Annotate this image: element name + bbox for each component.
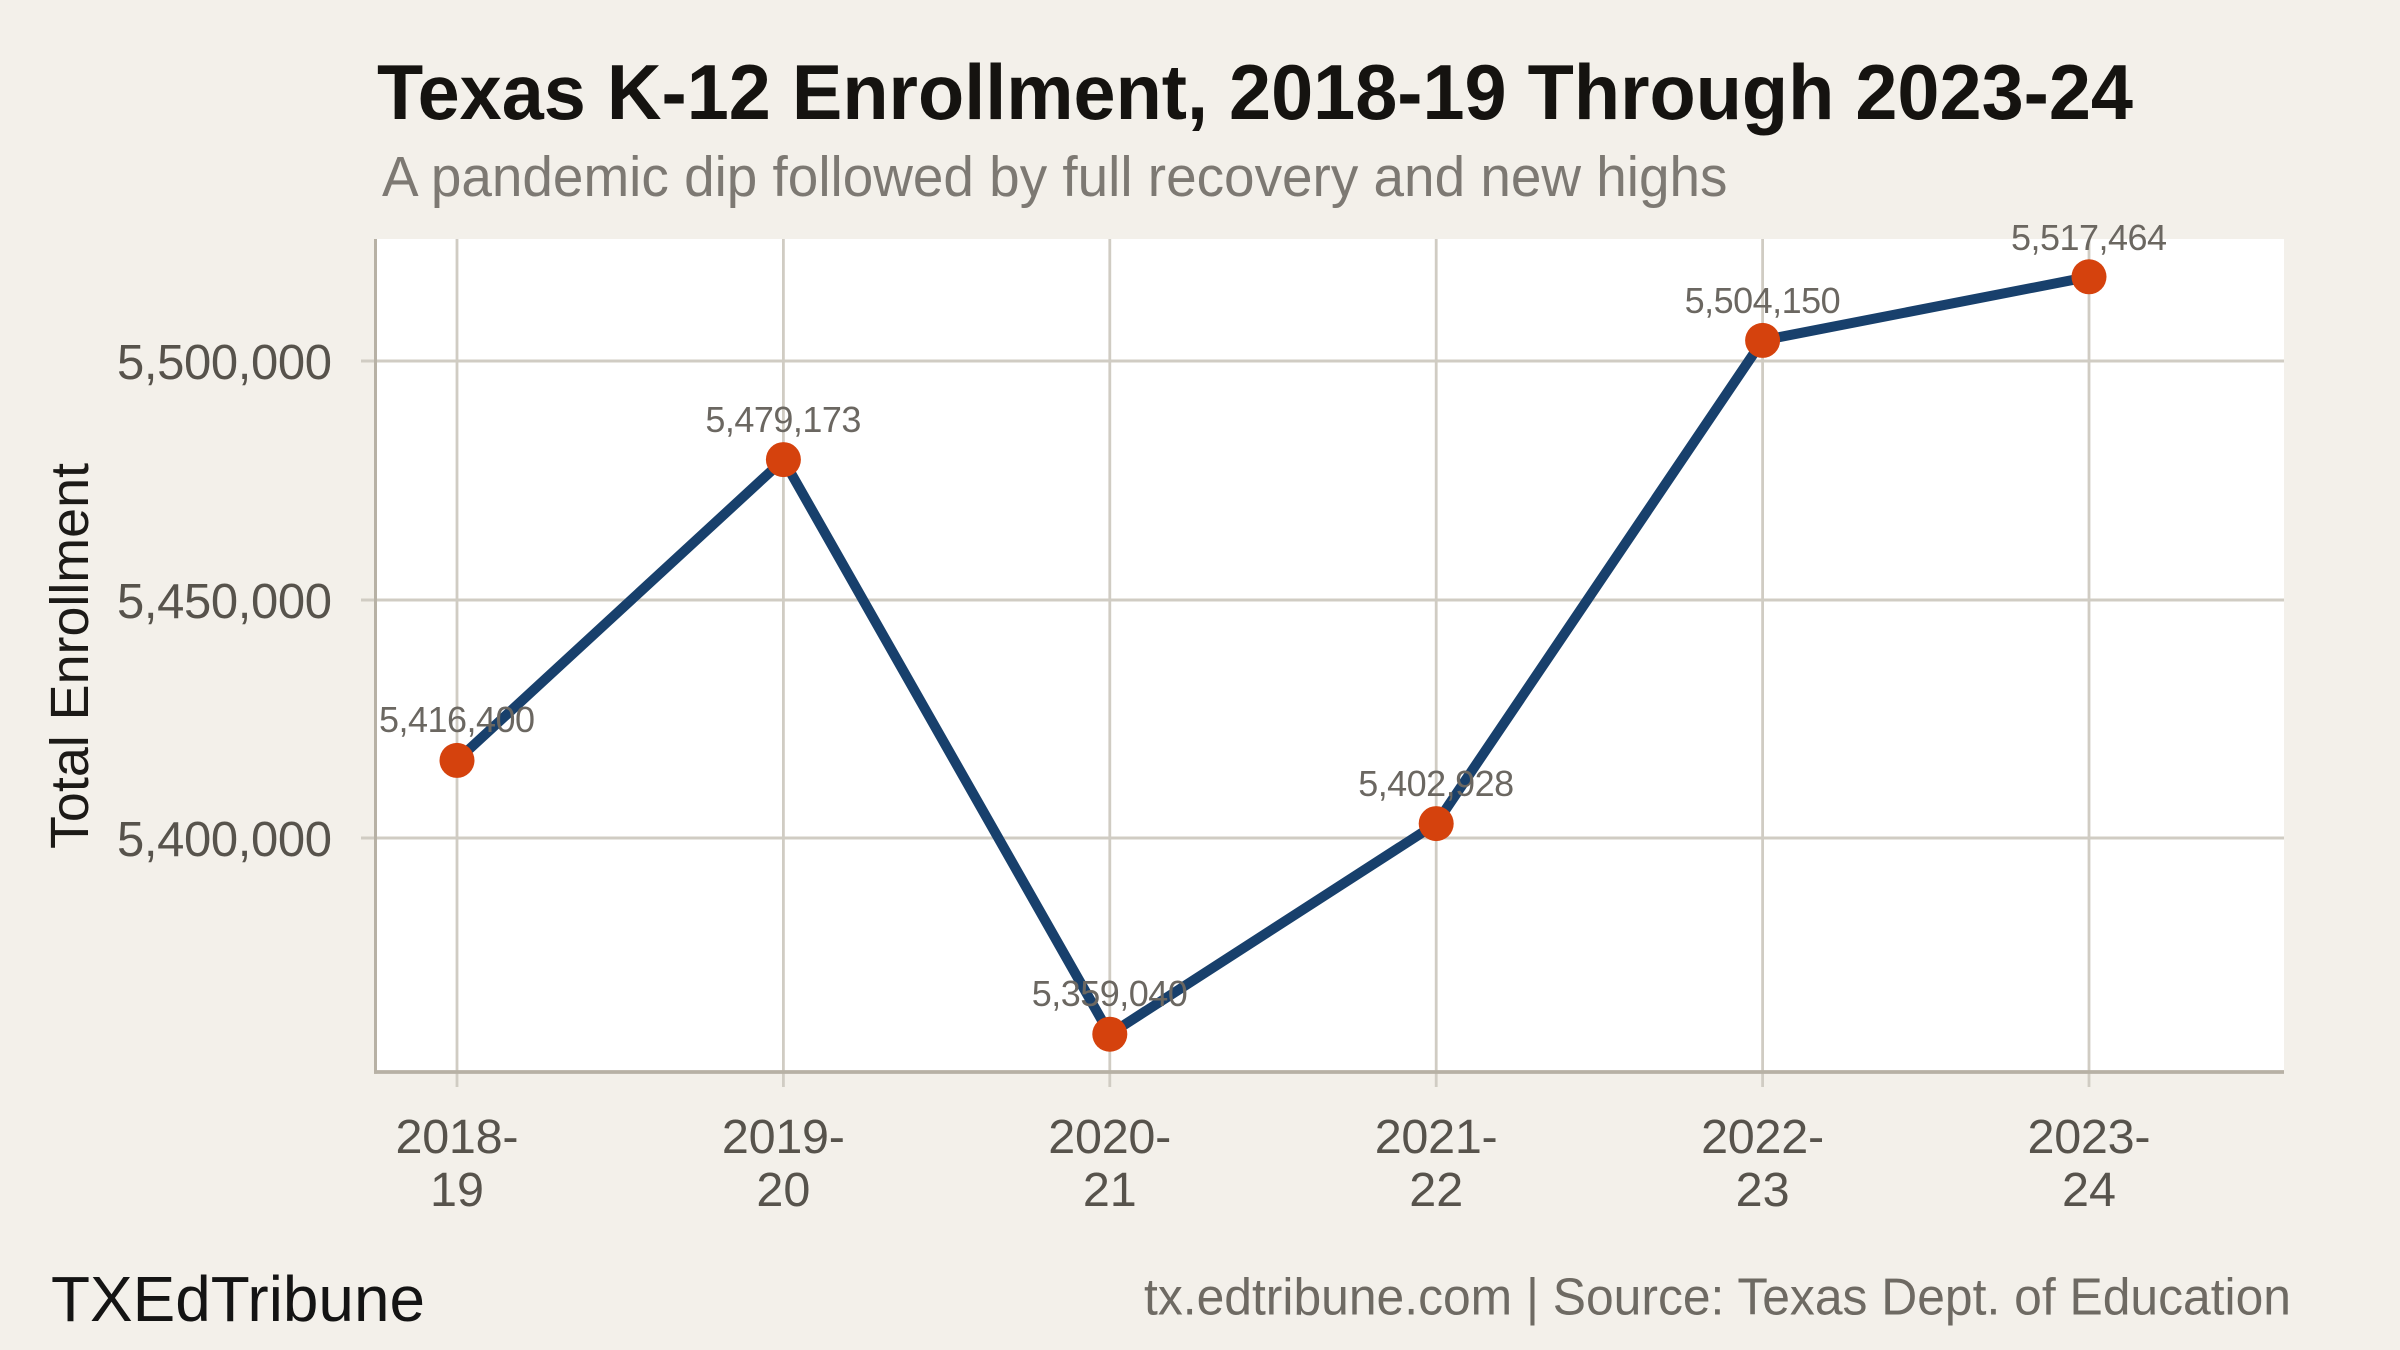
svg-text:20: 20: [756, 1163, 810, 1217]
svg-text:22: 22: [1409, 1163, 1463, 1217]
svg-text:2023-: 2023-: [2028, 1110, 2151, 1164]
svg-text:21: 21: [1083, 1163, 1137, 1217]
svg-text:tx.edtribune.com | Source: Tex: tx.edtribune.com | Source: Texas Dept. o…: [1144, 1269, 2291, 1327]
svg-text:2021-: 2021-: [1375, 1110, 1498, 1164]
svg-text:5,402,928: 5,402,928: [1358, 763, 1514, 804]
svg-text:24: 24: [2062, 1163, 2116, 1217]
svg-text:2020-: 2020-: [1048, 1110, 1171, 1164]
svg-text:2022-: 2022-: [1701, 1110, 1824, 1164]
svg-text:19: 19: [430, 1163, 484, 1217]
svg-text:23: 23: [1736, 1163, 1790, 1217]
svg-text:5,479,173: 5,479,173: [705, 399, 861, 440]
svg-text:2019-: 2019-: [722, 1110, 845, 1164]
svg-text:5,359,040: 5,359,040: [1032, 973, 1188, 1014]
svg-text:5,450,000: 5,450,000: [117, 575, 332, 629]
svg-text:5,504,150: 5,504,150: [1685, 280, 1841, 321]
svg-text:2018-: 2018-: [396, 1110, 519, 1164]
svg-text:5,416,400: 5,416,400: [379, 699, 535, 740]
svg-text:5,400,000: 5,400,000: [117, 813, 332, 867]
svg-text:Total Enrollment: Total Enrollment: [40, 463, 100, 849]
svg-text:A pandemic dip followed by ful: A pandemic dip followed by full recovery…: [382, 145, 1728, 209]
svg-text:Texas K-12 Enrollment, 2018-19: Texas K-12 Enrollment, 2018-19 Through 2…: [377, 48, 2133, 136]
svg-text:5,500,000: 5,500,000: [117, 336, 332, 390]
svg-text:TXEdTribune: TXEdTribune: [51, 1263, 425, 1335]
svg-text:5,517,464: 5,517,464: [2011, 217, 2167, 258]
